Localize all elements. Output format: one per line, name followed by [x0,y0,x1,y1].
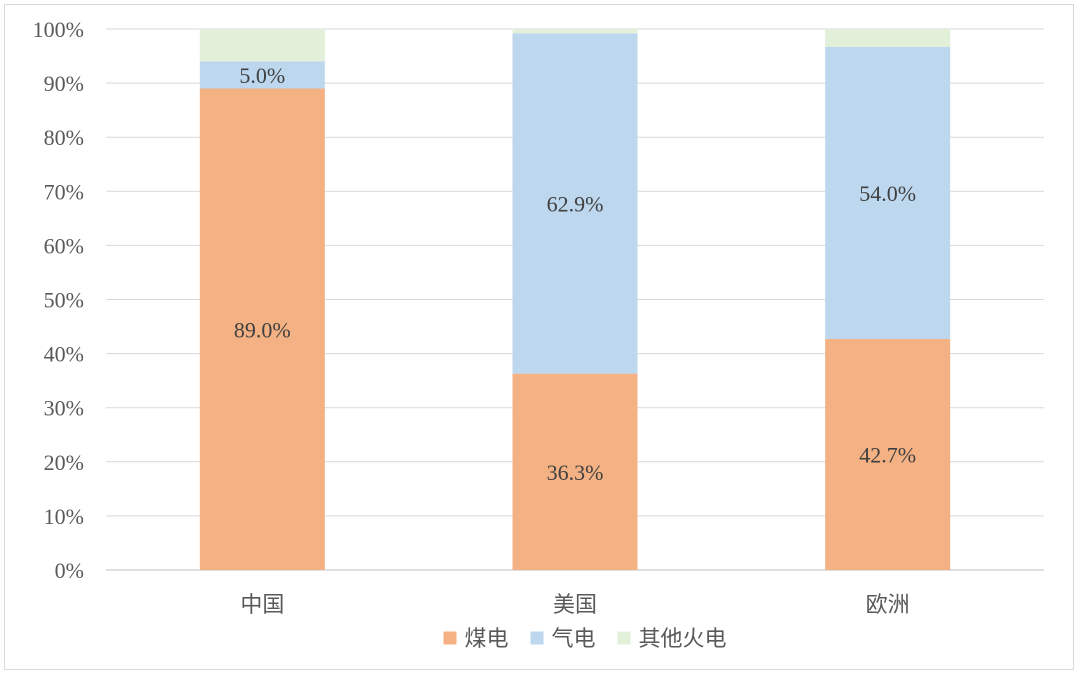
data-label: 5.0% [239,63,285,88]
legend-label: 其他火电 [639,627,727,652]
legend-label: 煤电 [465,627,509,652]
bar-segment [825,29,951,47]
legend-swatch [530,631,544,645]
x-category-label: 美国 [553,593,597,618]
y-tick-label: 60% [44,233,84,258]
bars [199,29,951,570]
x-axis-categories: 中国 美国 欧洲 [240,593,909,618]
data-label: 36.3% [547,460,604,485]
bar-segment [825,338,951,570]
bar-segment [512,33,638,374]
bar-segment [825,46,951,339]
y-tick-label: 20% [44,450,84,475]
data-label: 62.9% [547,191,604,216]
x-category-label: 中国 [240,593,284,618]
y-tick-label: 100% [33,17,84,42]
bar-segment [199,61,325,89]
data-label: 54.0% [859,181,916,206]
y-axis-ticks: 0% 10% 20% 30% 40% 50% 60% 70% 80% 90% 100% [33,17,84,583]
data-label: 89.0% [234,317,291,342]
data-labels: 89.0% 5.0% 36.3% 62.9% 42.7% 54.0% [234,63,916,485]
y-tick-label: 0% [55,558,84,583]
y-tick-label: 30% [44,396,84,421]
y-tick-label: 90% [44,71,84,96]
legend: 煤电 气电 其他火电 [443,627,727,652]
bar-segment [199,29,325,62]
y-tick-label: 70% [44,179,84,204]
y-tick-label: 80% [44,125,84,150]
y-tick-label: 50% [44,288,84,313]
bar-segment [512,29,638,34]
x-category-label: 欧洲 [866,593,910,618]
data-label: 42.7% [859,442,916,467]
legend-label: 气电 [552,627,596,652]
legend-swatch [617,631,631,645]
bar-segment [199,88,325,570]
y-tick-label: 40% [44,342,84,367]
y-tick-label: 10% [44,504,84,529]
bar-segment [512,373,638,570]
legend-swatch [443,631,457,645]
